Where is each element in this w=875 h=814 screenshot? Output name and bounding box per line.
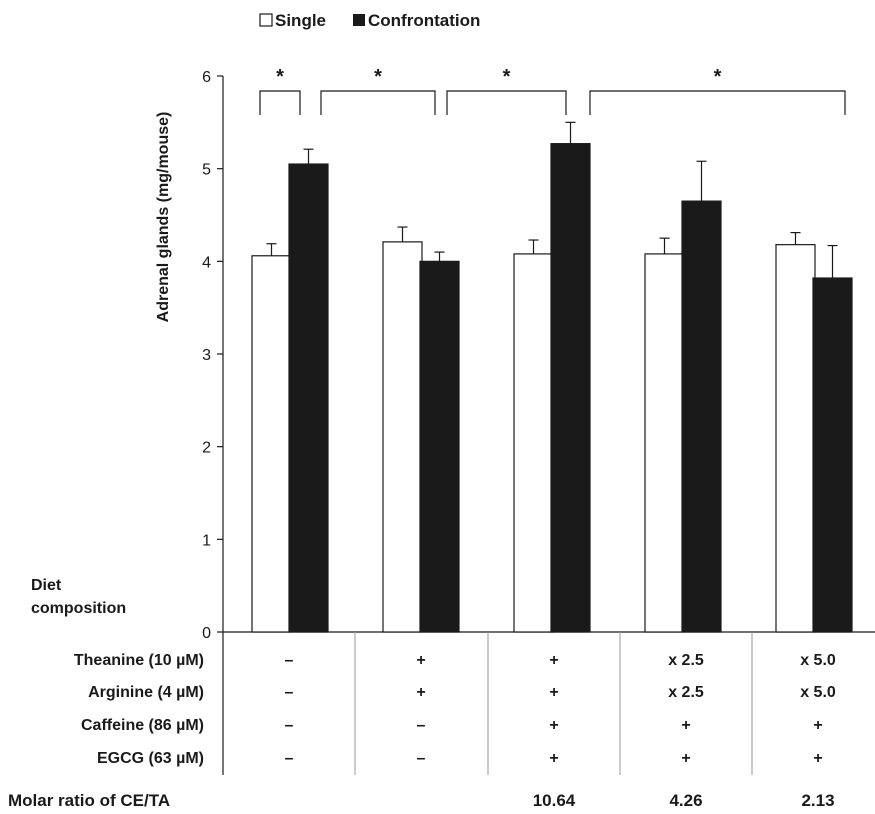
table-cell: + [813,750,822,767]
table-cell: – [285,684,294,701]
bar-confrontation [550,143,591,633]
table-cell: x 5.0 [800,652,836,669]
y-tick-label: 1 [202,532,211,549]
y-tick-label: 2 [202,440,211,457]
significance-brackets: * * * * [259,66,846,115]
bars [251,121,853,633]
legend-swatch-single [259,13,273,27]
diet-label-line2: composition [31,600,126,617]
table-cell: + [416,684,425,701]
significance-star: * [374,66,382,88]
table-cell: – [285,717,294,734]
bar-single [251,255,292,633]
diet-composition-table: Theanine (10 µM) – + + x 2.5 x 5.0 Arginine (4… [8,632,836,810]
table-row-label: Caffeine (86 µM) [81,717,204,734]
table-cell: + [813,717,822,734]
table-row-label: EGCG (63 µM) [97,750,204,767]
y-tick-label: 0 [202,625,211,642]
table-cell: + [549,750,558,767]
ratio-value: 2.13 [801,791,834,810]
bar-confrontation [419,260,460,633]
ratio-value: 4.26 [669,791,702,810]
bar-confrontation [681,200,722,633]
significance-star: * [714,66,722,88]
table-cell: + [549,684,558,701]
table-cell: – [417,750,426,767]
bar-single [775,244,816,633]
bar-confrontation [812,277,853,633]
legend-label-confrontation: Confrontation [368,11,480,30]
ratio-row-label: Molar ratio of CE/TA [8,791,170,810]
y-tick-label: 3 [202,347,211,364]
significance-star: * [276,66,284,88]
significance-bracket [446,90,567,115]
bar-confrontation [288,163,329,633]
legend-label-single: Single [275,11,326,30]
diet-label-line1: Diet [31,577,62,594]
table-row-label: Theanine (10 µM) [74,652,204,669]
significance-star: * [503,66,511,88]
significance-bracket [320,90,436,115]
y-ticks: 0 1 2 3 4 5 6 [202,69,223,642]
y-tick-label: 4 [202,254,211,271]
significance-bracket [589,90,846,115]
table-cell: x 2.5 [668,684,704,701]
table-cell: + [681,717,690,734]
legend: Single Confrontation [259,11,480,30]
table-cell: + [416,652,425,669]
bar-single [644,253,685,633]
table-cell: x 5.0 [800,684,836,701]
table-cell: + [549,652,558,669]
significance-bracket [259,90,301,115]
y-axis-label: Adrenal glands (mg/mouse) [155,112,172,323]
bar-single [382,241,423,633]
table-cell: – [285,652,294,669]
table-cell: x 2.5 [668,652,704,669]
ratio-value: 10.64 [533,791,576,810]
table-cell: + [549,717,558,734]
table-row-label: Arginine (4 µM) [88,684,204,701]
legend-swatch-confrontation [353,14,365,26]
table-cell: – [285,750,294,767]
table-cell: + [681,750,690,767]
y-tick-label: 5 [202,162,211,179]
y-tick-label: 6 [202,69,211,86]
bar-single [513,253,554,633]
table-cell: – [417,717,426,734]
